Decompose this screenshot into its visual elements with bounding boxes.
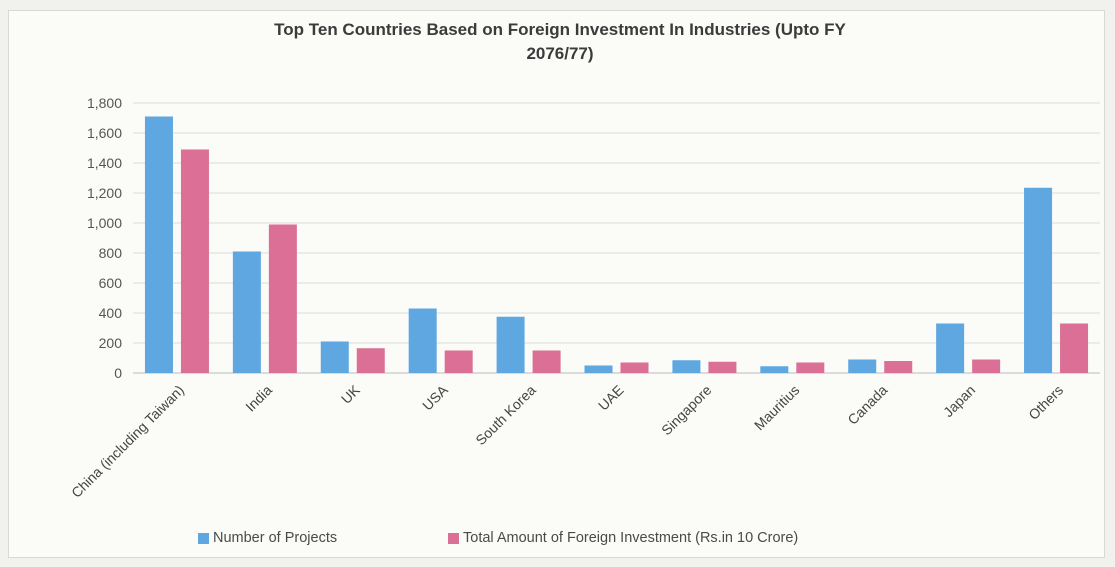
x-tick-label: USA (419, 381, 451, 413)
chart-title-line2: 2076/77) (526, 44, 594, 63)
bar-investment (708, 361, 737, 373)
bar-investment (180, 149, 209, 373)
x-tick-label: UK (338, 381, 364, 407)
y-tick-label: 1,200 (87, 185, 122, 201)
y-tick-label: 1,600 (87, 125, 122, 141)
bar-investment (268, 224, 297, 373)
x-tick-label: Singapore (658, 382, 715, 439)
y-tick-label: 1,400 (87, 155, 122, 171)
x-tick-label: South Korea (472, 382, 539, 449)
y-tick-label: 400 (99, 305, 123, 321)
legend-item-projects: Number of Projects (198, 530, 337, 546)
x-tick-label: India (242, 382, 275, 415)
bar-projects (320, 341, 349, 373)
bar-projects (232, 251, 261, 373)
bar-investment (532, 350, 561, 373)
bar-investment (620, 362, 649, 373)
x-tick-label: Japan (940, 382, 978, 420)
bar-investment (796, 362, 825, 373)
bar-projects (672, 360, 701, 373)
x-tick-label: Canada (844, 382, 890, 428)
bar-projects (1024, 187, 1053, 373)
bar-investment (444, 350, 473, 373)
x-tick-label: China (including Taiwan) (68, 382, 187, 501)
legend-item-investment: Total Amount of Foreign Investment (Rs.i… (448, 530, 798, 546)
y-tick-label: 0 (114, 365, 122, 381)
bar-investment (1060, 323, 1089, 373)
y-tick-label: 1,000 (87, 215, 122, 231)
y-tick-label: 1,800 (87, 95, 122, 111)
chart-title: Top Ten Countries Based on Foreign Inves… (150, 18, 970, 66)
x-tick-label: Mauritius (751, 382, 802, 433)
x-tick-label: UAE (595, 382, 627, 414)
bar-projects (144, 116, 173, 373)
x-tick-label: Others (1025, 382, 1066, 423)
bar-projects (584, 365, 613, 373)
y-tick-label: 800 (99, 245, 123, 261)
chart-title-line1: Top Ten Countries Based on Foreign Inves… (274, 20, 846, 39)
bar-projects (496, 316, 525, 373)
legend-label-projects: Number of Projects (213, 530, 338, 546)
bar-investment (884, 361, 913, 373)
bar-projects (760, 366, 789, 373)
bar-projects (848, 359, 877, 373)
y-tick-label: 600 (99, 275, 123, 291)
bar-projects (408, 308, 437, 373)
legend-swatch-investment (448, 532, 459, 544)
bar-investment (356, 348, 385, 373)
bar-investment (972, 359, 1001, 373)
legend-label-investment: Total Amount of Foreign Investment (Rs.i… (463, 530, 799, 546)
bar-projects (936, 323, 965, 373)
legend-swatch-projects (198, 532, 209, 544)
y-tick-label: 200 (99, 335, 123, 351)
